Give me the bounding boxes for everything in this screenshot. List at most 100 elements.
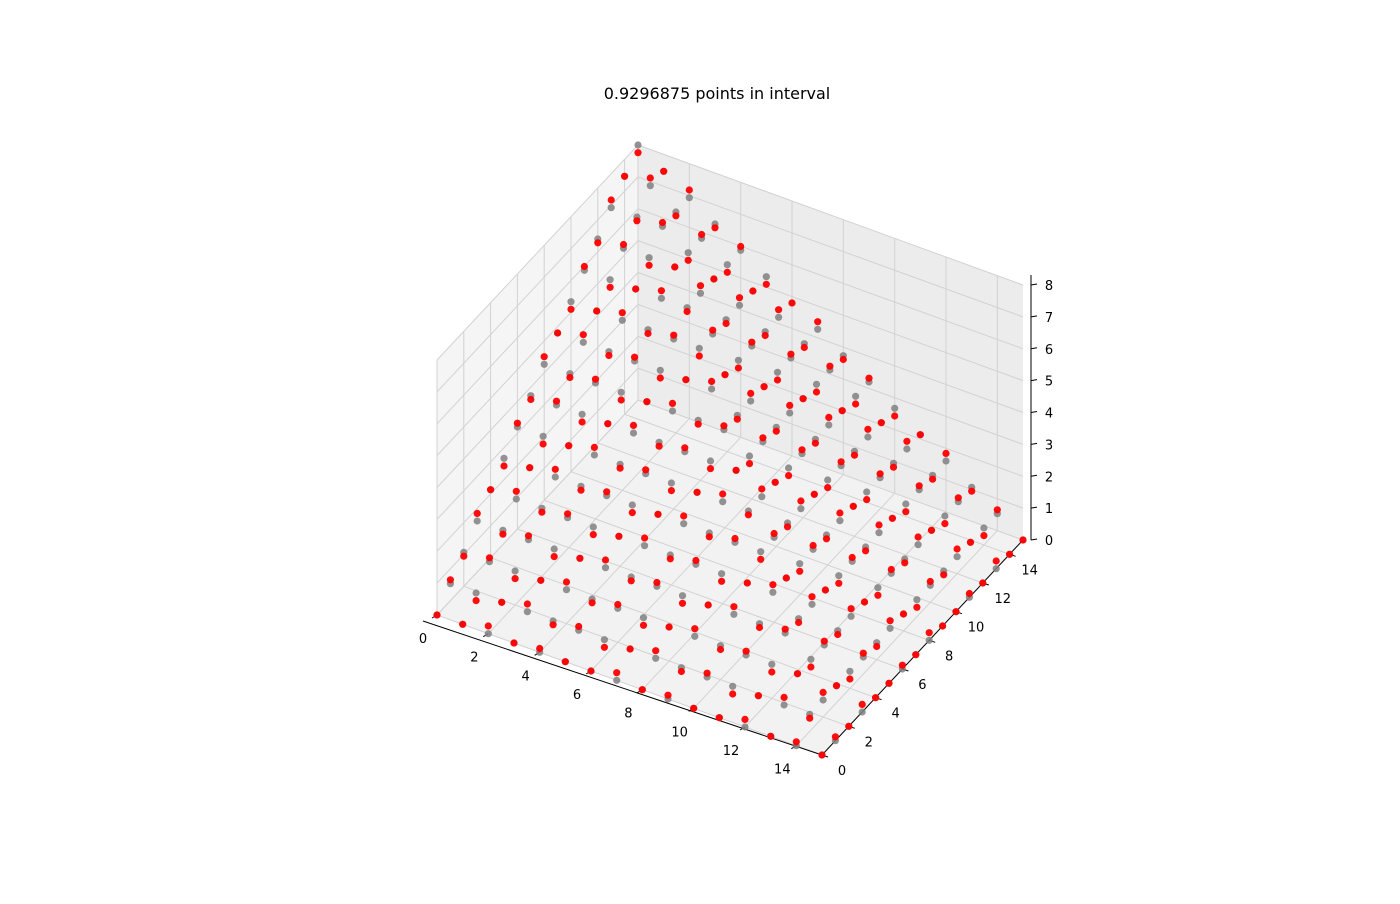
gray-point — [472, 589, 480, 597]
red-point — [872, 694, 880, 702]
gray-point — [852, 392, 860, 400]
y-tick-label: 14 — [1021, 563, 1038, 578]
red-point — [877, 419, 885, 427]
red-point — [594, 239, 602, 247]
red-point — [618, 309, 626, 317]
red-point — [500, 462, 508, 470]
gray-point — [685, 194, 693, 202]
x-tick-label: 2 — [470, 651, 478, 666]
gray-point — [613, 676, 621, 684]
red-point — [485, 554, 494, 562]
chart-title: 0.9296875 points in interval — [603, 84, 831, 103]
gray-point — [886, 624, 894, 632]
red-point — [886, 617, 894, 625]
red-point — [484, 622, 492, 630]
gray-point — [589, 523, 597, 531]
red-point — [539, 440, 547, 448]
red-point — [607, 196, 615, 204]
red-point — [786, 401, 794, 409]
red-point — [678, 599, 687, 607]
x-tick-label: 12 — [723, 744, 740, 759]
x-tick-label: 14 — [774, 763, 791, 778]
red-point — [759, 434, 767, 442]
red-point — [721, 371, 729, 379]
red-point — [629, 421, 638, 429]
red-point — [638, 686, 646, 694]
gray-point — [745, 452, 754, 460]
y-tick-label: 12 — [995, 592, 1012, 607]
red-point — [939, 622, 947, 630]
gray-point — [768, 660, 776, 668]
gray-point — [628, 501, 636, 509]
red-point — [848, 553, 856, 562]
red-point — [578, 418, 586, 426]
gray-point — [758, 493, 766, 501]
red-point — [859, 649, 867, 657]
gray-point — [708, 385, 716, 393]
red-point — [732, 466, 740, 474]
gray-point — [606, 276, 614, 284]
gray-point — [500, 454, 508, 462]
gray-point — [796, 560, 804, 568]
red-point — [670, 331, 678, 339]
red-point — [617, 396, 625, 404]
red-point — [781, 625, 789, 633]
z-tick-label: 3 — [1045, 438, 1053, 453]
gray-point — [864, 433, 872, 441]
gray-point — [684, 249, 692, 257]
gray-point — [914, 541, 922, 549]
gray-point — [980, 524, 988, 532]
gray-point — [762, 273, 770, 281]
red-point — [821, 586, 830, 594]
red-point — [875, 521, 883, 529]
red-point — [993, 506, 1001, 514]
z-tick-mark — [1030, 506, 1038, 509]
gray-point — [629, 429, 638, 437]
red-point — [684, 256, 692, 264]
red-point — [633, 217, 641, 225]
red-point — [795, 618, 803, 627]
red-point — [692, 556, 700, 565]
red-point — [632, 285, 640, 293]
red-point — [433, 611, 441, 619]
z-tick-mark — [1030, 379, 1038, 382]
z-tick-mark — [1030, 347, 1038, 350]
gray-point — [617, 388, 625, 396]
red-point — [626, 645, 634, 653]
gray-point — [691, 632, 699, 640]
red-point — [703, 669, 711, 677]
red-point — [953, 545, 961, 553]
red-point — [704, 601, 712, 609]
red-point — [902, 508, 910, 516]
gray-point — [696, 289, 705, 297]
gray-point — [835, 572, 843, 580]
gray-point — [814, 325, 822, 333]
gray-point — [730, 610, 738, 618]
red-point — [744, 511, 753, 519]
gray-point — [723, 261, 731, 269]
red-point — [748, 338, 756, 346]
gray-point — [836, 517, 844, 525]
red-point — [513, 419, 522, 427]
red-point — [589, 531, 597, 539]
z-tick-label: 5 — [1045, 375, 1053, 390]
gray-point — [812, 380, 821, 388]
gray-point — [706, 457, 715, 465]
red-point — [888, 514, 897, 522]
gray-point — [539, 432, 547, 440]
red-point — [730, 603, 738, 611]
red-point — [889, 463, 898, 471]
gray-point — [858, 708, 866, 716]
red-point — [820, 637, 828, 645]
red-point — [826, 362, 834, 370]
gray-point — [600, 636, 609, 644]
gray-point — [942, 457, 950, 465]
red-point — [810, 490, 818, 498]
gray-point — [484, 630, 492, 638]
gray-point — [656, 366, 664, 374]
red-point — [757, 555, 765, 563]
red-point — [733, 415, 741, 423]
red-point — [745, 460, 754, 468]
gray-point — [601, 564, 610, 572]
red-point — [587, 667, 595, 675]
